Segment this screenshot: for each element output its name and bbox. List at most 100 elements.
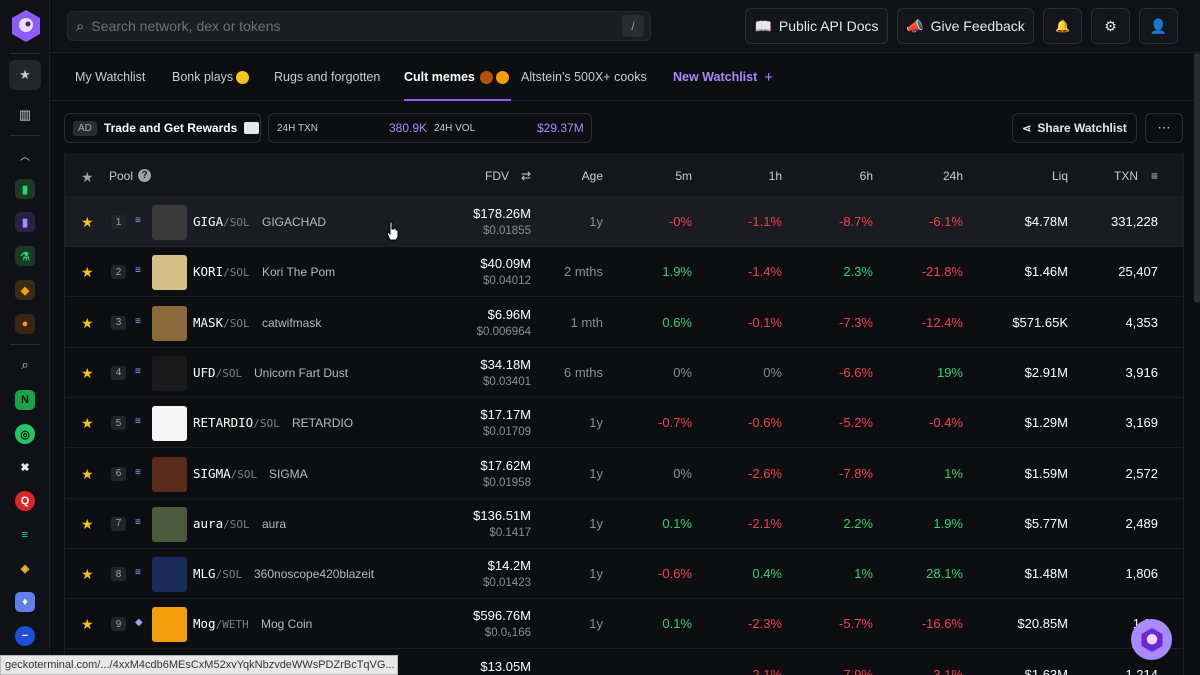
settings-button[interactable]: ⚙ bbox=[1091, 8, 1130, 44]
solana-icon[interactable]: ≡ bbox=[21, 529, 29, 541]
tab-altstein-cooks[interactable]: Altstein's 500X+ cooks bbox=[521, 53, 647, 101]
chain-icon: ≡ bbox=[135, 466, 141, 478]
age-value: 1y bbox=[589, 515, 603, 531]
header-fdv[interactable]: FDV bbox=[485, 169, 509, 183]
table-row[interactable]: ★ 3 ≡ MASK/SOL catwifmask $6.96M $0.006964 1 mt… bbox=[65, 298, 1183, 348]
favorite-star-icon[interactable]: ★ bbox=[81, 415, 94, 432]
table-row[interactable]: ★ 2 ≡ KORI/SOL Kori The Pom $40.09M $0.04012 2 … bbox=[65, 247, 1183, 298]
chart-purple-icon[interactable]: ▮ bbox=[15, 212, 35, 232]
table-row[interactable]: ★ 5 ≡ RETARDIO/SOL RETARDIO $17.17M $0.01709 1y… bbox=[65, 398, 1183, 449]
notifications-button[interactable]: 🔔 bbox=[1043, 8, 1082, 44]
help-chat-button[interactable] bbox=[1131, 619, 1172, 660]
pumpkin-icon[interactable]: ● bbox=[15, 314, 35, 334]
account-button[interactable]: 👤 bbox=[1139, 8, 1178, 44]
change-24h: -0.4% bbox=[929, 415, 963, 431]
token-symbol[interactable]: RETARDIO/SOL bbox=[193, 415, 280, 430]
network-n-icon[interactable]: N bbox=[15, 390, 35, 410]
token-symbol[interactable]: MLG/SOL bbox=[193, 566, 242, 581]
public-api-docs-button[interactable]: 📖 Public API Docs bbox=[745, 8, 888, 44]
tab-my-watchlist[interactable]: My Watchlist bbox=[75, 53, 145, 101]
base-icon[interactable]: − bbox=[15, 626, 35, 646]
token-image bbox=[152, 355, 187, 391]
table-row[interactable]: ★ 9 ◆ Mog/WETH Mog Coin $596.76M $0.0₅166 1y 0.1… bbox=[65, 599, 1183, 650]
token-symbol[interactable]: KORI/SOL bbox=[193, 264, 250, 279]
ad-banner[interactable]: AD Trade and Get Rewards bbox=[64, 113, 261, 143]
header-24h[interactable]: 24h bbox=[942, 169, 963, 183]
chain-icon: ◆ bbox=[135, 617, 143, 629]
header-6h[interactable]: 6h bbox=[859, 169, 873, 183]
tab-bonk-plays[interactable]: Bonk plays bbox=[172, 53, 250, 101]
header-age[interactable]: Age bbox=[581, 169, 603, 183]
table-row[interactable]: ★ 4 ≡ UFD/SOL Unicorn Fart Dust $34.18M $0.034… bbox=[65, 348, 1183, 398]
change-5m: 0% bbox=[673, 364, 692, 380]
token-name: 360noscope420blazeit bbox=[254, 567, 375, 582]
chart-green-icon[interactable]: ▮ bbox=[15, 179, 35, 199]
status-bar-url: geckoterminal.com/.../4xxM4cdb6MEsCxM52x… bbox=[0, 655, 398, 675]
help-icon[interactable]: ? bbox=[138, 169, 151, 182]
header-liq[interactable]: Liq bbox=[1051, 169, 1068, 183]
scrollbar[interactable] bbox=[1194, 53, 1200, 303]
search-icon[interactable]: ⌕ bbox=[21, 357, 29, 372]
token-symbol[interactable]: GIGA/SOL bbox=[193, 214, 250, 229]
geckoterminal-logo[interactable] bbox=[10, 9, 42, 43]
share-watchlist-button[interactable]: ⋖ Share Watchlist bbox=[1012, 113, 1137, 143]
chain-icon: ≡ bbox=[135, 365, 141, 377]
table-row[interactable]: ★ 7 ≡ aura/SOL aura $136.51M $0.1417 1y 0.1% -2.1… bbox=[65, 499, 1183, 549]
hand-cursor-icon bbox=[386, 221, 399, 241]
search-input[interactable] bbox=[91, 18, 622, 34]
change-24h: -12.4% bbox=[921, 314, 963, 330]
fdv-value: $596.76M bbox=[473, 608, 531, 624]
flask-icon[interactable]: ⚗ bbox=[15, 246, 35, 266]
tab-new-watchlist[interactable]: New Watchlist + bbox=[673, 53, 773, 101]
table-row[interactable]: ★ 6 ≡ SIGMA/SOL SIGMA $17.62M $0.01958 1y 0% -2.6… bbox=[65, 449, 1183, 499]
more-options-button[interactable]: ⋯ bbox=[1145, 113, 1183, 143]
network-q-icon[interactable]: Q bbox=[15, 491, 35, 511]
tab-label: My Watchlist bbox=[75, 70, 146, 84]
grid-icon[interactable]: ▥ bbox=[18, 107, 32, 122]
favorite-star-icon[interactable]: ★ bbox=[81, 515, 94, 532]
txn-label: 24H TXN bbox=[277, 123, 318, 134]
favorite-star-icon[interactable]: ★ bbox=[81, 616, 94, 633]
network-ring-icon[interactable]: ◎ bbox=[15, 424, 35, 444]
favorite-star-icon[interactable]: ★ bbox=[81, 214, 94, 230]
gear-icon: ⚙ bbox=[1104, 17, 1117, 34]
token-symbol[interactable]: Mog/WETH bbox=[193, 616, 249, 631]
token-symbol[interactable]: UFD/SOL bbox=[193, 365, 242, 380]
table-row[interactable]: ★ 8 ≡ MLG/SOL 360noscope420blazeit $14.2M $0.0… bbox=[65, 549, 1183, 600]
tab-cult-memes[interactable]: Cult memes bbox=[404, 53, 511, 101]
table-row[interactable]: ★ 1 ≡ GIGA/SOL GIGACHAD $178.26M $0.01855 1y -0%… bbox=[65, 197, 1183, 247]
favorite-star-icon[interactable]: ★ bbox=[81, 566, 94, 583]
favorite-star-icon[interactable]: ★ bbox=[81, 364, 94, 381]
collapse-chevron-icon[interactable]: ︿ bbox=[20, 151, 30, 163]
change-24h: 1.9% bbox=[933, 515, 963, 531]
tab-rugs-and-forgotten[interactable]: Rugs and forgotten bbox=[274, 53, 380, 101]
token-symbol[interactable]: SIGMA/SOL bbox=[193, 466, 257, 481]
watchlist-star-icon[interactable]: ★ bbox=[9, 60, 41, 90]
txn-count: 4,353 bbox=[1125, 314, 1158, 330]
token-symbol[interactable]: MASK/SOL bbox=[193, 315, 250, 330]
favorite-star-icon[interactable]: ★ bbox=[81, 264, 94, 281]
header-5m[interactable]: 5m bbox=[675, 169, 692, 183]
price-value: $0.1417 bbox=[489, 526, 531, 539]
search-bar[interactable]: ⌕ / bbox=[67, 11, 651, 41]
favorite-star-icon[interactable]: ★ bbox=[81, 314, 94, 331]
txn-count: 2,489 bbox=[1125, 515, 1158, 531]
header-1h[interactable]: 1h bbox=[768, 169, 782, 183]
ad-label: Trade and Get Rewards bbox=[103, 121, 238, 135]
bnb-icon[interactable]: ◈ bbox=[20, 562, 30, 575]
give-feedback-button[interactable]: 📣 Give Feedback bbox=[897, 8, 1034, 44]
change-24h: -3.1% bbox=[929, 666, 963, 675]
header-txn[interactable]: TXN bbox=[1114, 169, 1138, 183]
rank-badge: 5 bbox=[111, 416, 126, 431]
swap-icon[interactable]: ⇄ bbox=[520, 169, 531, 183]
sort-icon[interactable]: ≡ bbox=[1150, 169, 1158, 183]
tag-icon[interactable]: ◆ bbox=[15, 280, 35, 300]
age-value: 1y bbox=[589, 566, 603, 582]
token-symbol[interactable]: aura/SOL bbox=[193, 516, 250, 531]
favorite-star-icon[interactable]: ★ bbox=[81, 465, 94, 482]
ethereum-icon[interactable]: ♦ bbox=[15, 592, 35, 612]
network-x-icon[interactable]: ✖ bbox=[20, 461, 30, 474]
age-value: 1y bbox=[589, 415, 603, 431]
header-pool[interactable]: Pool bbox=[109, 169, 134, 183]
quote-text: /WETH bbox=[215, 618, 249, 632]
